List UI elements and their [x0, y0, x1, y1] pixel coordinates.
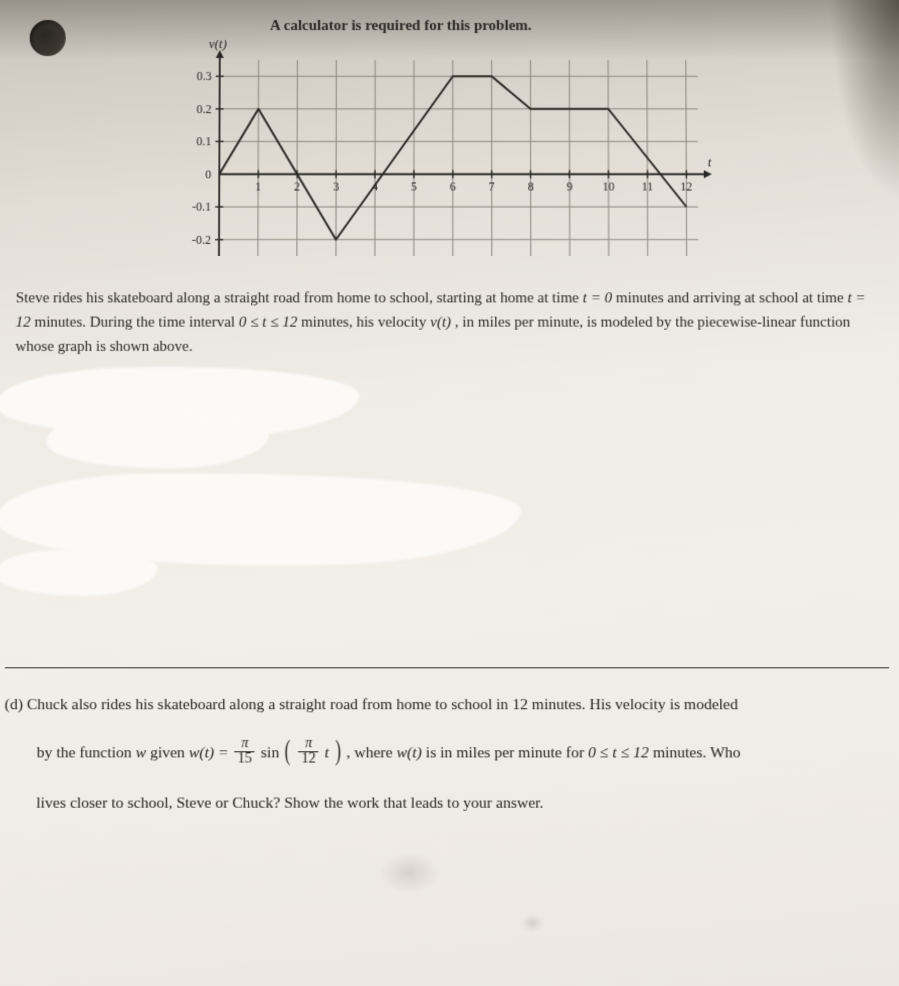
svg-text:t: t	[708, 154, 712, 169]
svg-text:0: 0	[205, 167, 211, 181]
svg-text:v(t): v(t)	[209, 40, 227, 51]
svg-text:1: 1	[255, 179, 261, 193]
svg-text:2: 2	[294, 179, 300, 193]
math-interval: 0 ≤ t ≤ 12	[239, 315, 298, 331]
binder-hole	[30, 20, 66, 56]
svg-text:9: 9	[567, 179, 573, 193]
part-label: (d)	[5, 696, 27, 713]
problem-intro-paragraph: Steve rides his skateboard along a strai…	[5, 286, 881, 359]
fraction-pi-12: π 12	[298, 737, 318, 768]
numerator: π	[235, 737, 255, 753]
svg-text:6: 6	[450, 179, 456, 193]
svg-text:10: 10	[602, 179, 614, 193]
math-t0: t = 0	[583, 290, 612, 306]
svg-text:0.1: 0.1	[196, 134, 211, 148]
text: Steve rides his skateboard along a strai…	[16, 290, 583, 306]
chart-svg: 1234567891011120.10.20.3-0.1-0.20v(t)t	[164, 40, 727, 276]
svg-text:8: 8	[528, 179, 534, 193]
svg-text:-0.1: -0.1	[192, 200, 211, 214]
text: minutes. During the time interval	[34, 315, 239, 331]
paren-open: (	[285, 720, 291, 783]
svg-text:7: 7	[489, 179, 495, 193]
text: , where	[346, 745, 396, 762]
svg-text:5: 5	[411, 179, 417, 193]
smudge	[521, 914, 543, 933]
text: is in miles per minute for	[426, 745, 588, 762]
math-w: w	[136, 745, 147, 762]
text: given	[150, 745, 189, 762]
shadow-right	[829, 0, 899, 201]
paren-close: )	[335, 720, 341, 783]
text: minutes, his velocity	[301, 315, 430, 331]
whiteout-region	[0, 550, 157, 596]
math-wt-eq: w(t) =	[189, 745, 233, 762]
svg-text:-0.2: -0.2	[192, 233, 211, 247]
part-d-question: (d) Chuck also rides his skateboard alon…	[4, 688, 891, 821]
numerator: π	[299, 737, 319, 753]
text: Chuck also rides his skateboard along a …	[27, 696, 738, 713]
text-sin: sin	[261, 745, 279, 762]
text: by the function	[37, 745, 136, 762]
denominator: 15	[235, 753, 255, 768]
velocity-chart: 1234567891011120.10.20.3-0.1-0.20v(t)t	[164, 40, 727, 276]
worksheet-page: A calculator is required for this proble…	[0, 0, 899, 986]
fraction-pi-15: π 15	[235, 737, 255, 768]
divider-line	[5, 667, 889, 668]
svg-text:12: 12	[680, 179, 692, 193]
math-interval: 0 ≤ t ≤ 12	[588, 745, 649, 762]
denominator: 12	[298, 753, 318, 768]
whiteout-region	[47, 413, 269, 469]
math-wt: w(t)	[397, 745, 422, 762]
math-vt: v(t)	[430, 315, 451, 331]
svg-text:0.3: 0.3	[197, 69, 212, 83]
svg-text:3: 3	[333, 179, 339, 193]
text: lives closer to school, Steve or Chuck? …	[4, 786, 891, 821]
problem-heading: A calculator is required for this proble…	[270, 18, 532, 35]
math-t: t	[325, 745, 329, 762]
text: minutes. Who	[653, 745, 741, 762]
svg-text:11: 11	[642, 179, 654, 193]
svg-text:0.2: 0.2	[197, 102, 212, 116]
text: minutes and arriving at school at time	[616, 290, 848, 306]
smudge	[379, 852, 440, 893]
